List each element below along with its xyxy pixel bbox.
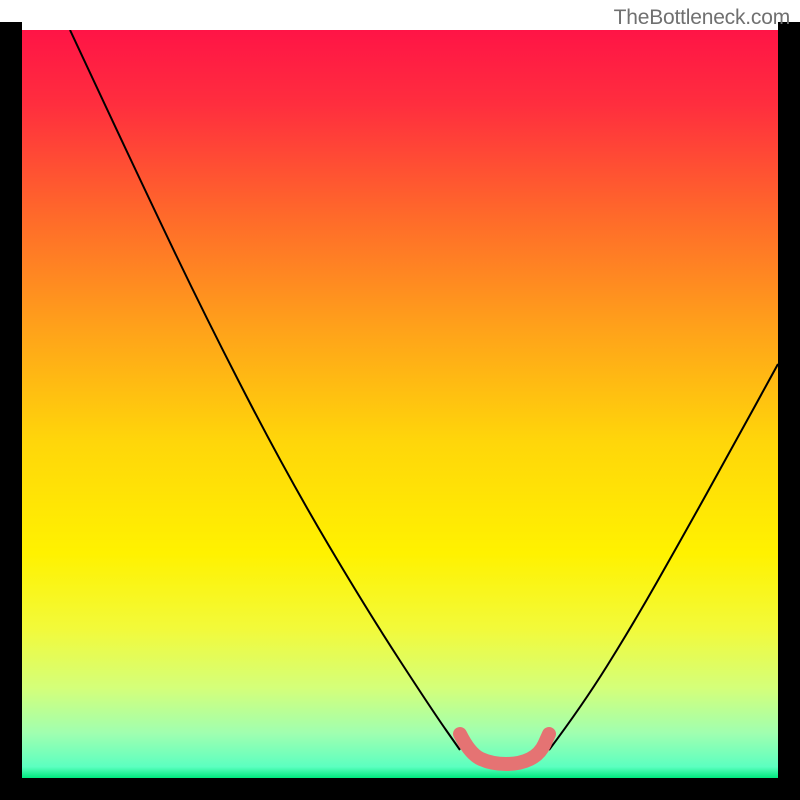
chart-frame: TheBottleneck.com [0, 0, 800, 800]
frame-border-bottom [0, 778, 800, 800]
curve-bottom-u [460, 734, 549, 764]
curve-right-branch [549, 364, 778, 750]
attribution-text: TheBottleneck.com [614, 6, 790, 30]
frame-border-right [778, 22, 800, 798]
curve-left-branch [70, 30, 460, 750]
plot-area [22, 30, 778, 778]
frame-border-left [0, 22, 22, 798]
bottleneck-curve [22, 30, 778, 778]
